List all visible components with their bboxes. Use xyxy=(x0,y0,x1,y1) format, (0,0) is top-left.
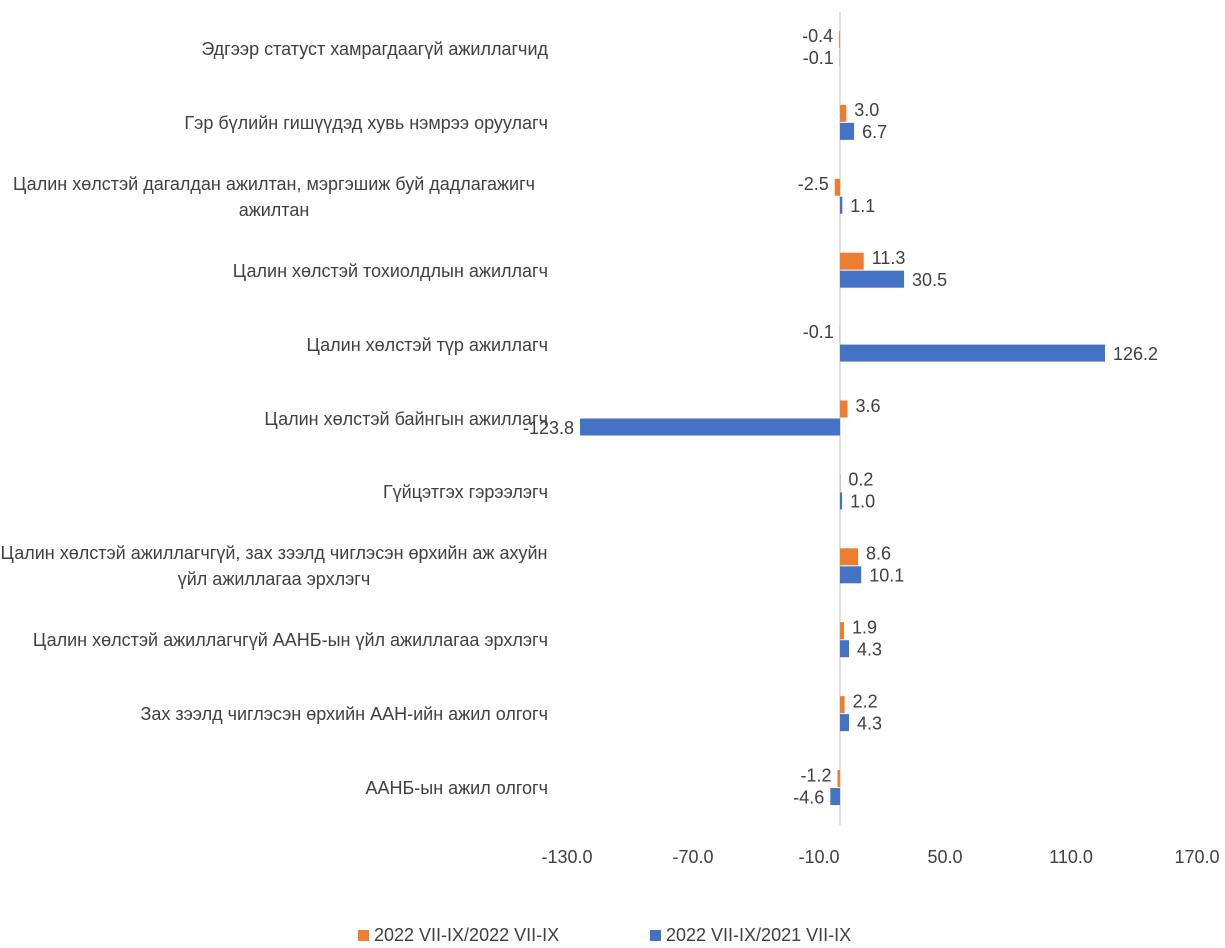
value-label: 126.2 xyxy=(1113,344,1158,364)
value-label: 30.5 xyxy=(912,270,947,290)
value-label: -0.4 xyxy=(802,26,833,46)
value-label: 8.6 xyxy=(866,544,891,564)
x-tick-label: -70.0 xyxy=(672,847,713,867)
category-label: Цалин хөлстэй ажиллагчгүй ААНБ-ын үйл аж… xyxy=(0,627,548,653)
x-tick-label: -10.0 xyxy=(798,847,839,867)
value-label: 0.2 xyxy=(848,470,873,490)
category-label: Цалин хөлстэй байнгын ажиллагч xyxy=(0,406,548,432)
value-label: 11.3 xyxy=(872,248,906,268)
category-text: Гүйцэтгэх гэрээлэгч xyxy=(382,482,548,503)
value-label: 1.1 xyxy=(850,196,875,216)
category-text: Гэр бүлийн гишүүдэд хувь нэмрээ оруулагч xyxy=(184,112,548,133)
legend-swatch xyxy=(358,930,369,941)
bar xyxy=(834,178,840,196)
bar xyxy=(840,492,843,510)
bar xyxy=(840,196,843,214)
category-text: Эдгээр статуст хамрагдаагүй ажиллагчид xyxy=(201,38,548,59)
category-text: Цалин хөлстэй ажиллагчгүй, зах зээлд чиг… xyxy=(0,543,548,590)
legend-label: 2022 VII-IX/2022 VII-IX xyxy=(374,925,559,945)
x-tick-label: -130.0 xyxy=(541,847,592,867)
bar xyxy=(840,344,1106,362)
legend-swatch xyxy=(650,930,661,941)
bar xyxy=(580,418,840,436)
category-text: Цалин хөлстэй дагалдан ажилтан, мэргэшиж… xyxy=(12,173,536,220)
bar xyxy=(840,270,905,288)
x-tick-label: 110.0 xyxy=(1049,847,1093,867)
bar xyxy=(840,696,845,714)
value-label: 1.0 xyxy=(850,492,875,512)
value-label: 6.7 xyxy=(862,122,887,142)
bar xyxy=(830,788,840,806)
category-label: Зах зээлд чиглэсэн өрхийн ААН-ийн ажил о… xyxy=(0,701,548,727)
bar xyxy=(840,714,850,732)
category-text: Зах зээлд чиглэсэн өрхийн ААН-ийн ажил о… xyxy=(140,704,548,725)
category-label: Цалин хөлстэй дагалдан ажилтан, мэргэшиж… xyxy=(0,171,548,223)
category-label: Гүйцэтгэх гэрээлэгч xyxy=(0,479,548,505)
value-label: -123.8 xyxy=(523,418,574,438)
category-text: ААНБ-ын ажил олгогч xyxy=(365,778,548,799)
bar xyxy=(839,30,840,48)
category-label: Цалин хөлстэй түр ажиллагч xyxy=(0,332,548,358)
bar xyxy=(837,770,840,788)
category-text: Цалин хөлстэй тохиолдлын ажиллагч xyxy=(232,260,548,281)
value-label: -2.5 xyxy=(798,174,829,194)
bar xyxy=(840,622,844,640)
category-label: Цалин хөлстэй тохиолдлын ажиллагч xyxy=(0,258,548,284)
category-text: Цалин хөлстэй ажиллагчгүй ААНБ-ын үйл аж… xyxy=(32,630,548,651)
bar xyxy=(840,252,864,270)
x-tick-label: 170.0 xyxy=(1174,847,1219,867)
category-text: Цалин хөлстэй түр ажиллагч xyxy=(306,334,548,355)
value-label: 3.0 xyxy=(854,100,879,120)
bar xyxy=(840,104,847,122)
value-label: 4.3 xyxy=(857,713,882,733)
value-label: -0.1 xyxy=(803,322,834,342)
bar xyxy=(840,122,855,140)
bar xyxy=(840,548,859,566)
value-label: -0.1 xyxy=(803,48,834,68)
bar xyxy=(840,566,862,584)
value-label: 1.9 xyxy=(852,617,877,637)
bar xyxy=(840,400,848,418)
category-text: Цалин хөлстэй байнгын ажиллагч xyxy=(264,408,548,429)
x-tick-label: 50.0 xyxy=(927,847,962,867)
category-label: Цалин хөлстэй ажиллагчгүй, зах зээлд чиг… xyxy=(0,540,548,592)
category-label: ААНБ-ын ажил олгогч xyxy=(0,775,548,801)
category-label: Эдгээр статуст хамрагдаагүй ажиллагчид xyxy=(0,36,548,62)
value-label: 2.2 xyxy=(853,691,878,711)
value-label: 4.3 xyxy=(857,639,882,659)
legend-label: 2022 VII-IX/2021 VII-IX xyxy=(666,925,851,945)
value-label: 10.1 xyxy=(869,566,904,586)
value-label: -1.2 xyxy=(800,765,831,785)
category-label: Гэр бүлийн гишүүдэд хувь нэмрээ оруулагч xyxy=(0,110,548,136)
value-label: 3.6 xyxy=(856,396,881,416)
value-label: -4.6 xyxy=(793,787,824,807)
bar xyxy=(840,640,850,658)
